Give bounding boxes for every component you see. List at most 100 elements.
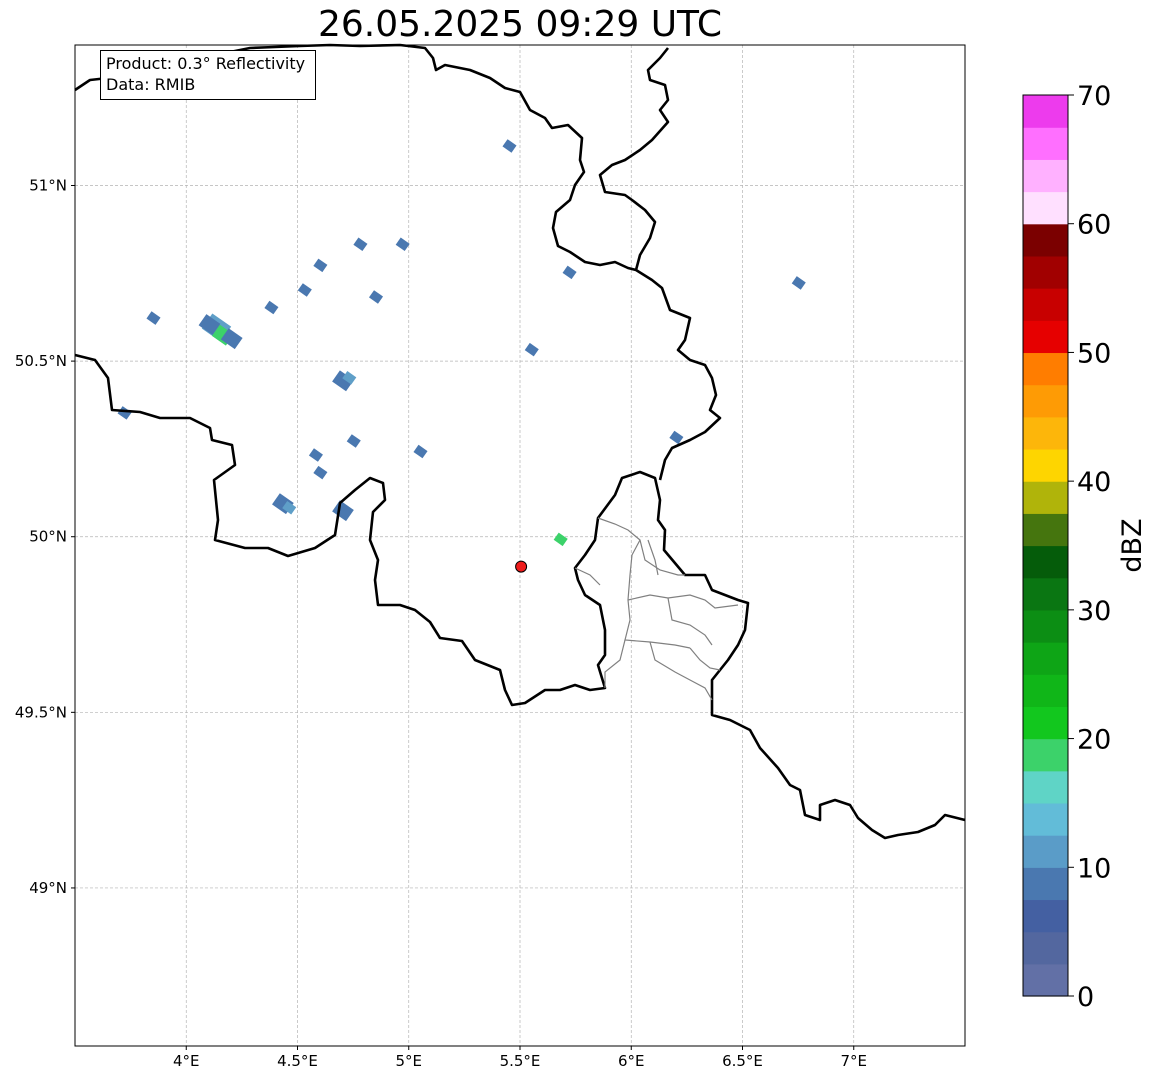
- radar-site-layer: [515, 560, 528, 573]
- colorbar-tick-label: 10: [1077, 853, 1111, 884]
- lon-tick-label: 5°E: [395, 1052, 422, 1070]
- colorbar-segment: [1023, 127, 1068, 160]
- colorbar-tick-label: 60: [1077, 210, 1111, 241]
- radar-site-marker: [515, 560, 528, 573]
- radar-echo: [117, 406, 132, 420]
- radar-echo: [332, 500, 354, 522]
- data-source-label: Data: RMIB: [106, 75, 196, 94]
- radar-echo: [220, 328, 243, 350]
- longitude-ticks: 4°E 4.5°E 5°E 5.5°E 6°E 6.5°E 7°E: [173, 1046, 867, 1070]
- lon-tick-label: 6°E: [618, 1052, 645, 1070]
- graticule: [75, 45, 965, 1046]
- colorbar: 0 10 20 30 40 50 60 70 dBZ: [1022, 81, 1148, 1013]
- radar-echo: [395, 237, 410, 252]
- colorbar-segment: [1023, 835, 1068, 868]
- colorbar-segment: [1023, 384, 1068, 418]
- radar-echo: [332, 370, 354, 392]
- colorbar-segment: [1023, 674, 1068, 707]
- luxembourg-canton-lines: [574, 517, 739, 701]
- colorbar-segment: [1023, 481, 1068, 514]
- lat-tick-label: 51°N: [29, 176, 67, 194]
- colorbar-segment: [1023, 963, 1068, 997]
- colorbar-segment: [1023, 867, 1068, 901]
- border-netherlands-germany-north: [598, 47, 670, 271]
- radar-echo: [282, 500, 297, 515]
- colorbar-segment: [1023, 609, 1068, 643]
- colorbar-segment: [1023, 642, 1068, 675]
- colorbar-segment: [1023, 802, 1068, 836]
- lat-tick-label: 49°N: [29, 879, 67, 897]
- colorbar-segment: [1023, 223, 1068, 257]
- colorbar-tick-label: 20: [1077, 725, 1111, 756]
- colorbar-label: dBZ: [1117, 518, 1148, 572]
- radar-echo: [524, 342, 539, 357]
- lat-tick-label: 50.5°N: [15, 352, 67, 370]
- radar-echo: [297, 283, 312, 297]
- lon-tick-label: 4°E: [173, 1052, 200, 1070]
- radar-echo: [198, 314, 221, 336]
- colorbar-tick-label: 30: [1077, 596, 1111, 627]
- colorbar-segment: [1023, 513, 1068, 547]
- radar-echo: [308, 448, 323, 462]
- radar-echo: [353, 237, 368, 252]
- lat-tick-label: 50°N: [29, 528, 67, 546]
- radar-echo: [791, 276, 806, 290]
- canton-line: [667, 597, 713, 646]
- radar-echo: [413, 444, 428, 459]
- canton-line: [597, 517, 685, 576]
- radar-echo: [669, 430, 684, 445]
- lon-tick-label: 5.5°E: [500, 1052, 541, 1070]
- colorbar-segment: [1023, 95, 1068, 128]
- lat-tick-label: 49.5°N: [15, 703, 67, 721]
- colorbar-tick-label: 40: [1077, 467, 1111, 498]
- product-info-box: Product: 0.3° Reflectivity Data: RMIB: [100, 50, 316, 100]
- colorbar-segment: [1023, 255, 1068, 289]
- colorbar-segment: [1023, 931, 1068, 965]
- canton-line: [627, 539, 641, 601]
- border-belgium-netherlands-germany: [74, 43, 722, 481]
- colorbar-segment: [1023, 738, 1068, 772]
- canton-line: [649, 641, 713, 701]
- radar-echo: [562, 265, 577, 280]
- canton-line: [627, 594, 739, 609]
- radar-echo: [502, 139, 517, 153]
- colorbar-segment: [1023, 545, 1068, 579]
- colorbar-segment: [1023, 899, 1068, 933]
- colorbar-segment: [1023, 770, 1068, 804]
- colorbar-segment: [1023, 577, 1068, 611]
- colorbar-segment: [1023, 288, 1068, 321]
- radar-echo: [146, 311, 161, 325]
- colorbar-segment: [1023, 159, 1068, 193]
- canton-line: [624, 599, 691, 649]
- colorbar-segment: [1023, 352, 1068, 386]
- colorbar-tick-label: 0: [1077, 982, 1094, 1013]
- colorbar-tick-label: 50: [1077, 338, 1111, 369]
- map-title: 26.05.2025 09:29 UTC: [317, 4, 723, 45]
- lon-tick-label: 7°E: [840, 1052, 867, 1070]
- colorbar-segment: [1023, 448, 1068, 482]
- latitude-ticks: 51°N 50.5°N 50°N 49.5°N 49°N: [15, 176, 75, 897]
- radar-echo: [264, 300, 279, 315]
- colorbar-tick-label: 70: [1077, 81, 1111, 112]
- radar-echo: [368, 290, 384, 304]
- radar-echo: [553, 532, 568, 547]
- colorbar-segment: [1023, 320, 1068, 354]
- radar-echo: [313, 465, 328, 480]
- colorbar-frame: [1022, 94, 1069, 997]
- canton-line: [689, 647, 721, 671]
- colorbar-segment: [1023, 191, 1068, 225]
- colorbar-segment: [1023, 706, 1068, 740]
- radar-echo: [346, 434, 361, 448]
- canton-line: [604, 639, 626, 688]
- lon-tick-label: 4.5°E: [277, 1052, 318, 1070]
- radar-echoes: [117, 139, 806, 547]
- canton-line: [647, 539, 659, 576]
- lon-tick-label: 6.5°E: [722, 1052, 763, 1070]
- canton-line: [574, 567, 601, 586]
- radar-echo: [342, 371, 357, 385]
- colorbar-segment: [1023, 416, 1068, 450]
- radar-echo: [313, 258, 328, 273]
- border-belgium-france: [74, 353, 966, 840]
- product-label: Product: 0.3° Reflectivity: [106, 54, 306, 73]
